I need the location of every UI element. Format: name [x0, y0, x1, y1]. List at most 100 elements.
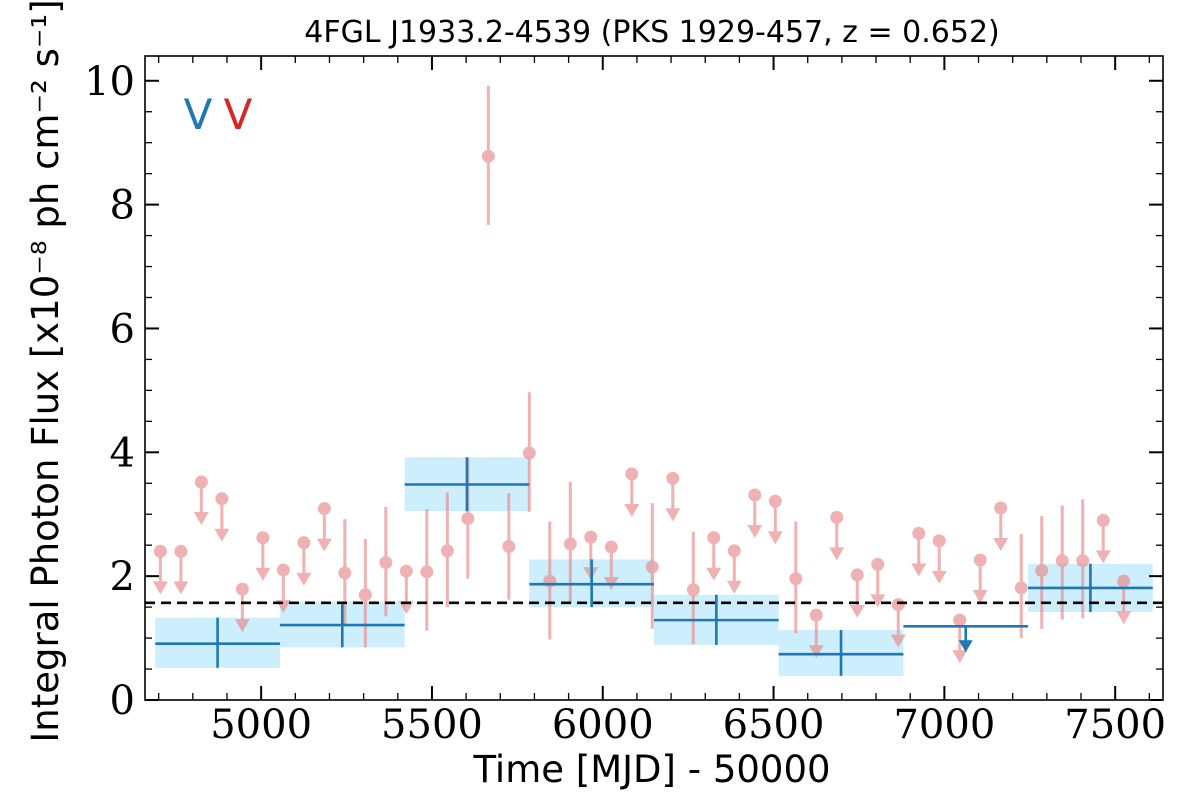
short-bin-marker: [215, 492, 229, 506]
short-bin-point: [726, 544, 742, 594]
short-bin-marker: [420, 565, 434, 579]
short-bin-marker: [235, 582, 249, 596]
plot-axes: 5000 5500 6000 6500 7000 7500 0 2 4 6 8 10: [84, 55, 1166, 748]
x-tick-label: 5500: [381, 702, 483, 748]
upper-limit-arrowhead: [706, 567, 722, 581]
short-bin-point: [1014, 534, 1028, 639]
short-bin-point: [234, 582, 250, 633]
x-tick-label: 6000: [552, 702, 654, 748]
upper-limit-arrowhead: [767, 531, 783, 545]
short-bin-point: [193, 475, 209, 526]
short-bin-marker: [317, 502, 331, 516]
short-bin-point: [338, 519, 352, 626]
upper-limit-arrowhead: [829, 547, 845, 561]
short-bin-marker: [1076, 554, 1090, 568]
short-bin-point: [870, 557, 886, 608]
y-tick-label: 8: [110, 183, 135, 229]
legend-mark: V: [224, 90, 253, 139]
upper-limit-arrowhead: [665, 508, 681, 522]
short-bin-marker: [379, 556, 393, 570]
short-bin-marker: [584, 530, 598, 544]
upper-limit-arrowhead: [972, 590, 988, 604]
short-bin-point: [543, 521, 557, 640]
short-bin-marker: [338, 566, 352, 580]
short-bin-marker: [912, 526, 926, 540]
short-bin-marker: [153, 544, 167, 558]
short-bin-point: [1035, 516, 1049, 629]
short-bin-marker: [666, 471, 680, 485]
short-bin-point: [645, 503, 659, 629]
short-bin-point: [1116, 574, 1132, 625]
x-tick-label: 5000: [210, 702, 312, 748]
upper-limit-arrowhead: [398, 601, 414, 615]
upper-limit-arrowhead: [316, 538, 332, 552]
short-bin-point: [849, 568, 865, 618]
short-bin-marker: [297, 536, 311, 550]
upper-limit-arrowhead: [193, 512, 209, 526]
short-bin-point: [420, 509, 434, 631]
short-bin-marker: [358, 588, 372, 602]
short-bin-marker: [502, 539, 516, 553]
upper-limit-arrowhead: [234, 619, 250, 633]
y-tick-label: 0: [110, 678, 135, 724]
short-bin-marker: [707, 531, 721, 545]
short-bin-point: [1095, 513, 1111, 564]
short-bin-marker: [871, 557, 885, 571]
short-bin-marker: [727, 544, 741, 558]
short-bin-marker: [1096, 513, 1110, 527]
short-bin-point: [481, 85, 495, 226]
long-bin-upper-limit-arrowhead: [958, 640, 973, 653]
short-bin-marker: [399, 564, 413, 578]
short-bin-marker: [809, 608, 823, 622]
short-bin-point: [829, 510, 845, 561]
chart-title: 4FGL J1933.2-4539 (PKS 1929-457, z = 0.6…: [304, 15, 999, 50]
short-bin-marker: [276, 563, 290, 577]
short-bin-point: [296, 536, 312, 586]
upper-limit-arrowhead: [911, 563, 927, 577]
short-bin-marker: [953, 613, 967, 627]
upper-limit-arrowhead: [808, 645, 824, 659]
x-tick-label: 7500: [1064, 702, 1166, 748]
upper-limit-arrowhead: [952, 650, 968, 664]
upper-limit-arrowhead: [993, 538, 1009, 552]
short-bin-point: [624, 467, 640, 517]
short-bin-point: [747, 488, 763, 539]
upper-limit-arrowhead: [1116, 611, 1132, 625]
short-bin-marker: [686, 583, 700, 597]
short-bin-point: [890, 598, 906, 648]
short-bin-marker: [1035, 564, 1049, 578]
short-bin-marker: [256, 531, 270, 545]
short-bin-marker: [830, 510, 844, 524]
upper-limit-arrowhead: [931, 570, 947, 584]
short-bin-marker: [1014, 581, 1028, 595]
short-bin-point: [706, 531, 722, 581]
upper-limit-arrowhead: [1095, 550, 1111, 564]
short-bin-marker: [748, 488, 762, 502]
short-bin-marker: [440, 544, 454, 558]
short-bin-marker: [932, 534, 946, 548]
short-bin-point: [255, 531, 271, 581]
short-bin-marker: [194, 475, 208, 489]
short-bin-marker: [1117, 574, 1131, 588]
short-bin-marker: [1055, 554, 1069, 568]
short-bin-point: [767, 494, 783, 545]
short-bin-point: [316, 502, 332, 552]
upper-limit-arrowhead: [214, 528, 230, 542]
short-bin-marker: [891, 598, 905, 612]
y-tick-label: 6: [110, 306, 135, 352]
short-bin-marker: [481, 149, 495, 163]
upper-limit-arrowhead: [624, 503, 640, 517]
x-tick-label: 6500: [723, 702, 825, 748]
short-bin-point: [1055, 505, 1069, 620]
short-bin-marker: [994, 501, 1008, 515]
short-bin-marker: [768, 494, 782, 508]
x-tick-label: 7000: [893, 702, 995, 748]
short-bin-point: [1076, 499, 1090, 619]
short-bin-marker: [789, 572, 803, 586]
upper-limit-arrowhead: [173, 581, 189, 595]
short-bin-point: [789, 521, 803, 634]
short-bin-marker: [174, 544, 188, 558]
short-bin-marker: [850, 568, 864, 582]
short-bin-point: [440, 492, 454, 608]
plot-frame: [144, 55, 1164, 701]
